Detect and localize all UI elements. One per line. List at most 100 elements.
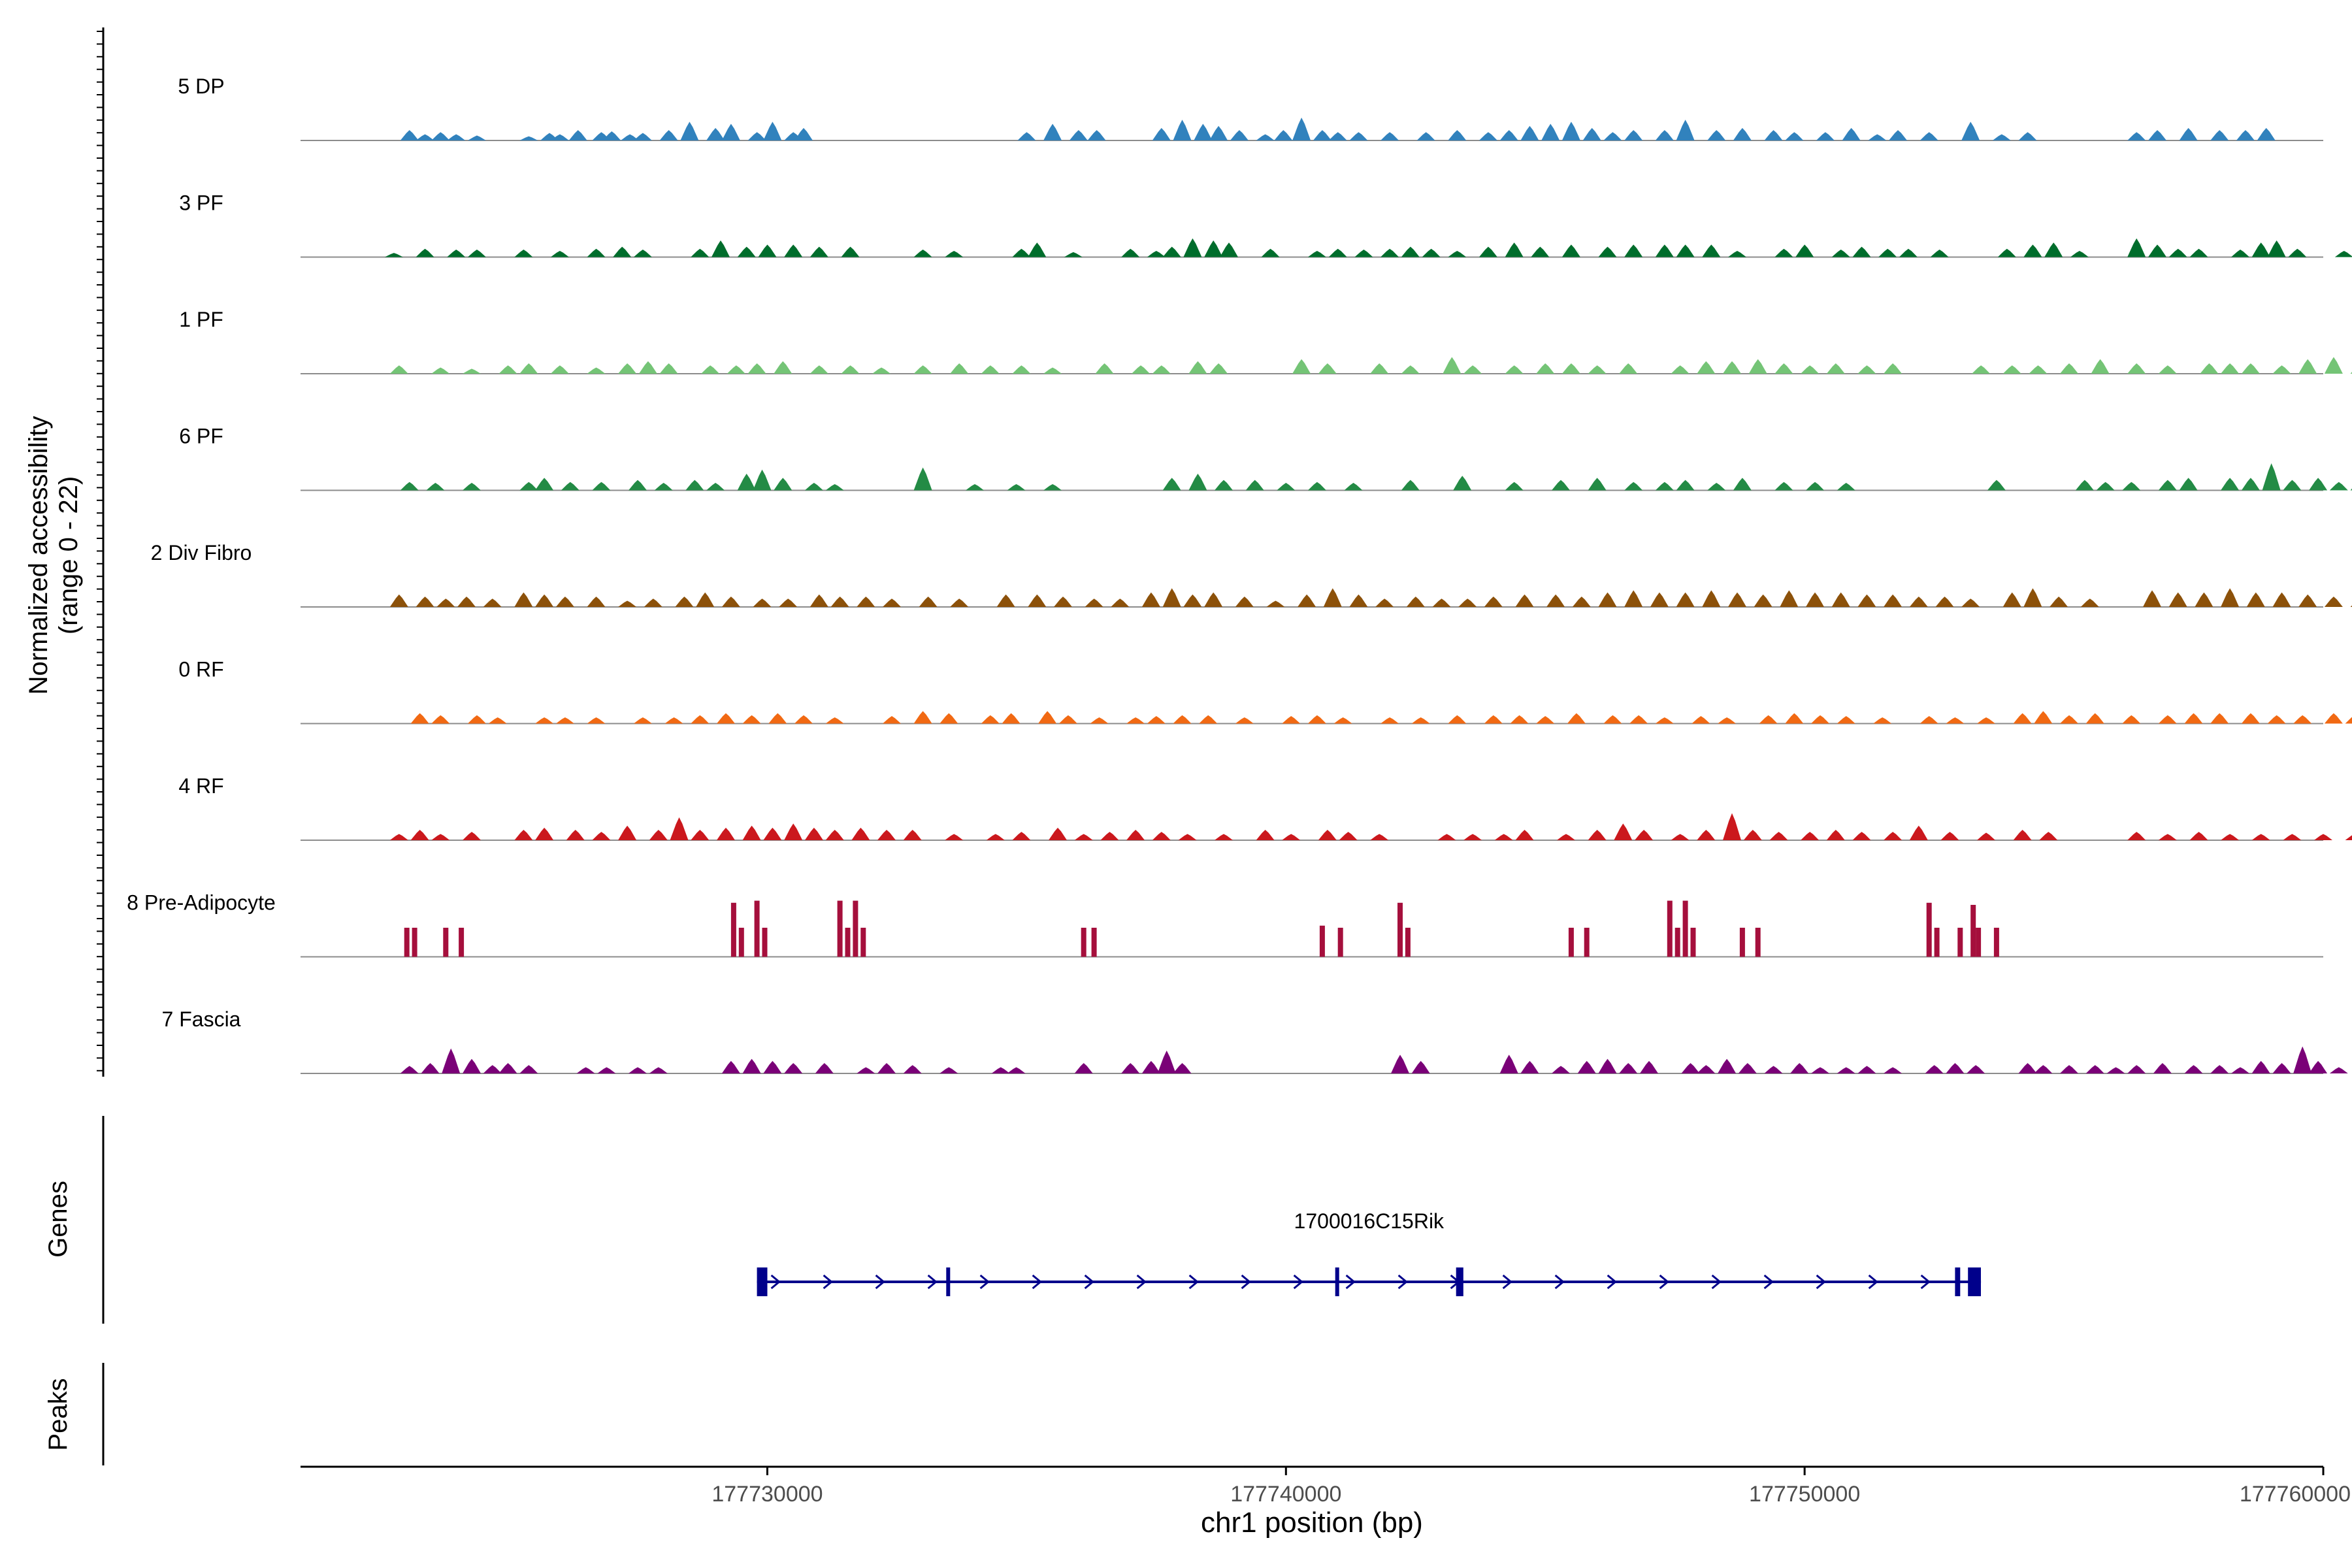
coverage-peak — [498, 1063, 517, 1073]
coverage-peak — [1458, 598, 1477, 607]
coverage-peak — [1568, 928, 1574, 957]
coverage-peak — [1852, 832, 1871, 840]
coverage-peak — [1603, 715, 1622, 724]
coverage-peak — [2127, 132, 2146, 140]
coverage-peak — [1162, 246, 1181, 257]
coverage-peak — [1064, 252, 1083, 257]
coverage-peak — [1188, 361, 1207, 374]
coverage-peak — [804, 827, 823, 840]
coverage-peak — [1277, 483, 1296, 491]
coverage-peak — [1432, 598, 1451, 607]
coverage-peak — [774, 478, 792, 491]
strand-arrow — [823, 1274, 833, 1290]
coverage-peak — [1448, 130, 1467, 140]
coverage-peak — [1043, 123, 1062, 140]
coverage-peak — [1676, 480, 1695, 491]
coverage-peak — [1926, 902, 1932, 957]
coverage-peak — [1655, 130, 1674, 140]
coverage-peak — [1697, 1065, 1716, 1073]
strand-arrow — [1397, 1274, 1408, 1290]
coverage-peak — [1919, 716, 1938, 724]
strand-arrow — [1763, 1274, 1774, 1290]
coverage-peak — [447, 134, 466, 140]
coverage-peak — [2189, 248, 2208, 257]
coverage-peak — [2293, 715, 2312, 724]
coverage-peak — [1811, 1067, 1829, 1073]
coverage-peak — [2034, 711, 2053, 724]
coverage-peak — [1380, 248, 1399, 257]
coverage-peak — [561, 482, 580, 491]
coverage-peak — [1884, 594, 1903, 607]
coverage-peak — [784, 244, 803, 257]
coverage-peak — [2106, 1067, 2125, 1073]
coverage-peak — [1209, 125, 1228, 140]
coverage-peak — [919, 596, 938, 607]
coverage-peak — [1215, 480, 1233, 491]
coverage-peak — [1733, 127, 1752, 140]
coverage-peak — [1235, 717, 1254, 724]
coverage-peak — [1718, 1058, 1737, 1073]
coverage-peak — [644, 598, 662, 607]
track-label: 4 RF — [178, 774, 223, 798]
coverage-peak — [514, 830, 533, 840]
coverage-peak — [1162, 478, 1181, 491]
coverage-peak — [1081, 928, 1086, 957]
coverage-peak — [1215, 834, 1233, 840]
exon — [1968, 1267, 1981, 1296]
coverage-peak — [1852, 246, 1871, 257]
coverage-peak — [1837, 716, 1855, 724]
coverage-peak — [1795, 244, 1814, 257]
coverage-peak — [2309, 478, 2328, 491]
coverage-peak — [431, 715, 450, 724]
coverage-peak — [2210, 1065, 2229, 1073]
coverage-peak — [467, 250, 486, 257]
coverage-peak — [939, 713, 958, 724]
coverage-peak — [2127, 363, 2146, 374]
coverage-peak — [2334, 251, 2352, 257]
strand-arrow — [1345, 1274, 1356, 1290]
coverage-peak — [1934, 928, 1940, 957]
coverage-peak — [2241, 478, 2260, 491]
coverage-peak — [763, 122, 782, 140]
coverage-peak — [1095, 363, 1114, 374]
coverage-peak — [1743, 830, 1762, 840]
coverage-peak — [1292, 359, 1311, 374]
coverage-peak — [1774, 482, 1793, 491]
coverage-peak — [587, 717, 606, 724]
coverage-peak — [1307, 715, 1326, 724]
coverage-peak — [1411, 1060, 1430, 1073]
coverage-peak — [1889, 130, 1907, 140]
coverage-peak — [463, 368, 481, 374]
coverage-peak — [853, 900, 858, 957]
coverage-peak — [1769, 832, 1788, 840]
coverage-peak — [1012, 248, 1031, 257]
coverage-peak — [1245, 480, 1264, 491]
coverage-peak — [1718, 717, 1737, 724]
coverage-peak — [1111, 598, 1130, 607]
coverage-peak — [1405, 928, 1411, 957]
coverage-peak — [1204, 592, 1223, 607]
coverage-peak — [1598, 592, 1617, 607]
x-axis-ticks: 177730000 177740000 177750000 177760000 — [711, 1467, 2351, 1507]
coverage-peak — [1017, 132, 1036, 140]
coverage-peak — [711, 240, 730, 257]
coverage-peak — [685, 480, 704, 491]
coverage-peak — [1582, 127, 1601, 140]
coverage-peak — [1349, 594, 1368, 607]
coverage-peak — [1038, 711, 1057, 724]
strand-arrow — [1136, 1274, 1147, 1290]
coverage-peak — [1909, 825, 1928, 840]
coverage-peak — [1884, 363, 1903, 374]
coverage-peak — [1505, 365, 1524, 374]
coverage-peak — [762, 928, 768, 957]
coverage-peak — [727, 365, 745, 374]
coverage-peak — [1298, 594, 1316, 607]
coverage-peak — [1085, 598, 1103, 607]
coverage-peak — [1339, 832, 1358, 840]
coverage-peak — [1333, 717, 1352, 724]
coverage-peak — [1043, 484, 1062, 491]
coverage-peak — [384, 253, 403, 257]
coverage-peak — [903, 830, 922, 840]
coverage-peak — [2309, 1060, 2328, 1073]
